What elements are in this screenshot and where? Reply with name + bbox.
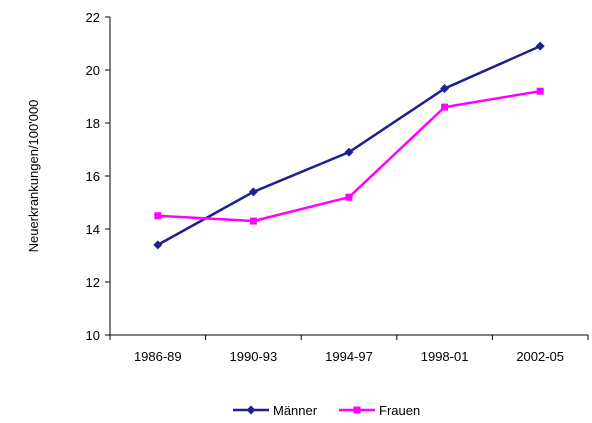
legend-label: Männer bbox=[273, 403, 318, 418]
y-tick-label: 10 bbox=[86, 328, 100, 343]
data-point bbox=[440, 84, 450, 94]
legend-item: Männer bbox=[233, 403, 318, 418]
legend-swatch-marker bbox=[353, 406, 361, 414]
data-point bbox=[536, 87, 544, 95]
legend: Männer Frauen bbox=[233, 403, 420, 418]
x-tick-label: 1994-97 bbox=[325, 349, 373, 364]
legend-item: Frauen bbox=[339, 403, 420, 418]
y-tick-label: 16 bbox=[86, 169, 100, 184]
x-tick-label: 2002-05 bbox=[516, 349, 564, 364]
x-tick-label: 1998-01 bbox=[421, 349, 469, 364]
data-point bbox=[154, 212, 162, 220]
y-tick-label: 18 bbox=[86, 116, 100, 131]
data-point bbox=[153, 240, 163, 250]
x-tick-label: 1990-93 bbox=[230, 349, 278, 364]
data-point bbox=[248, 187, 258, 197]
data-point bbox=[345, 193, 353, 201]
y-tick-label: 12 bbox=[86, 275, 100, 290]
series-1 bbox=[154, 87, 544, 225]
data-point bbox=[249, 217, 257, 225]
data-point bbox=[535, 41, 545, 51]
y-axis-title: Neuerkrankungen/100'000 bbox=[26, 100, 41, 253]
data-point bbox=[344, 147, 354, 157]
y-tick-label: 20 bbox=[86, 63, 100, 78]
legend-label: Frauen bbox=[379, 403, 420, 418]
series-line bbox=[157, 45, 541, 246]
y-tick-label: 22 bbox=[86, 10, 100, 25]
y-tick-label: 14 bbox=[86, 222, 100, 237]
y-ticks: 10 12 14 16 18 20 22 bbox=[86, 10, 110, 343]
x-tick-label: 1986-89 bbox=[134, 349, 182, 364]
axes bbox=[109, 17, 588, 336]
series-layer bbox=[153, 41, 545, 250]
legend-swatch-marker bbox=[246, 405, 256, 415]
data-point bbox=[441, 103, 449, 111]
x-ticks: 1986-89 1990-93 1994-97 1998-01 2002-05 bbox=[109, 335, 589, 364]
series-0 bbox=[153, 41, 545, 250]
